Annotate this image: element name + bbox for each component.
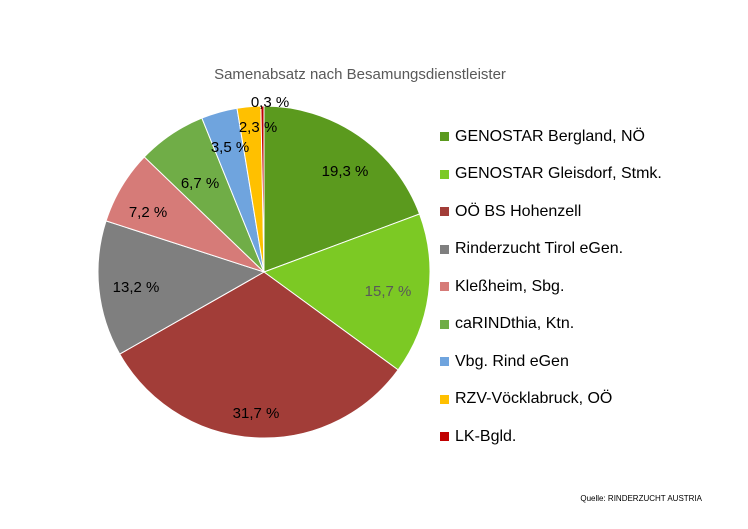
chart-legend: GENOSTAR Bergland, NÖ GENOSTAR Gleisdorf,… — [440, 118, 740, 456]
data-label: 7,2 % — [129, 204, 167, 221]
legend-item: Rinderzucht Tirol eGen. — [440, 231, 740, 269]
pie-slice — [263, 105, 421, 273]
data-label: 0,3 % — [251, 94, 289, 111]
legend-item: LK-Bgld. — [440, 418, 740, 456]
legend-item: Kleßheim, Sbg. — [440, 268, 740, 306]
data-label: 6,7 % — [181, 175, 219, 192]
legend-swatch — [440, 357, 449, 367]
data-label: 13,2 % — [113, 279, 160, 296]
legend-swatch — [440, 394, 449, 404]
legend-swatch — [440, 132, 449, 142]
data-label: 2,3 % — [239, 119, 277, 136]
pie-slice — [262, 213, 431, 371]
legend-label: Kleßheim, Sbg. — [455, 277, 565, 295]
legend-label: Rinderzucht Tirol eGen. — [455, 240, 624, 258]
legend-item: RZV-Vöcklabruck, OÖ — [440, 381, 740, 419]
legend-label: caRINDthia, Ktn. — [455, 315, 575, 333]
pie-slice — [260, 105, 265, 273]
legend-label: OÖ BS Hohenzell — [455, 202, 582, 220]
legend-item: caRINDthia, Ktn. — [440, 306, 740, 344]
pie-slice — [97, 220, 266, 355]
legend-swatch — [440, 282, 449, 292]
legend-label: GENOSTAR Bergland, NÖ — [455, 127, 645, 145]
legend-label: GENOSTAR Gleisdorf, Stmk. — [455, 165, 662, 183]
data-label: 15,7 % — [365, 283, 412, 300]
legend-swatch — [440, 169, 449, 179]
legend-item: OÖ BS Hohenzell — [440, 193, 740, 231]
legend-item: GENOSTAR Gleisdorf, Stmk. — [440, 156, 740, 194]
legend-swatch — [440, 319, 449, 329]
legend-label: LK-Bgld. — [455, 427, 517, 445]
legend-label: RZV-Vöcklabruck, OÖ — [455, 390, 613, 408]
legend-item: Vbg. Rind eGen — [440, 343, 740, 381]
pie-slice — [119, 271, 399, 439]
source-note: Quelle: RINDERZUCHT AUSTRIA — [580, 494, 702, 503]
legend-swatch — [440, 207, 449, 217]
data-label: 19,3 % — [322, 163, 369, 180]
data-label: 31,7 % — [233, 405, 280, 422]
chart-title: Samenabsatz nach Besamungsdienstleister — [214, 66, 506, 83]
data-label: 3,5 % — [211, 139, 249, 156]
legend-item: GENOSTAR Bergland, NÖ — [440, 118, 740, 156]
legend-swatch — [440, 244, 449, 254]
legend-label: Vbg. Rind eGen — [455, 352, 569, 370]
legend-swatch — [440, 432, 449, 442]
